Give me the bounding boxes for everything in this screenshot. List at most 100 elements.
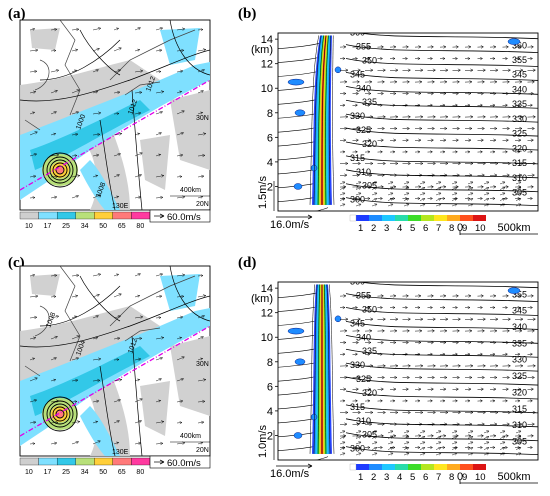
- wind-vector-head: [506, 422, 510, 426]
- wind-vector-head: [480, 399, 483, 403]
- isobar: [39, 39, 121, 81]
- panel-label-d: (d): [238, 255, 257, 271]
- wind-vector-head: [470, 198, 474, 201]
- wind-vector-head: [506, 126, 510, 131]
- wind-vector: [499, 430, 506, 434]
- wind-vector-head: [357, 68, 361, 72]
- wind-vector-head: [32, 442, 36, 446]
- wind-vector-head: [95, 420, 98, 424]
- wind-vector-head: [506, 375, 510, 380]
- wind-vector-head: [480, 306, 483, 310]
- wind-vector-head: [495, 317, 499, 321]
- wind-vector: [355, 436, 362, 439]
- wind-vector-head: [405, 91, 409, 96]
- wind-vector-head: [443, 434, 447, 438]
- wind-vector: [92, 358, 101, 361]
- wind-vector-head: [344, 173, 348, 177]
- wind-vector: [339, 181, 346, 185]
- wind-vector-head: [369, 173, 373, 177]
- wind-vector: [197, 175, 204, 178]
- wind-vector: [515, 203, 522, 207]
- wind-vector-head: [374, 186, 378, 190]
- wind-vector-head: [486, 181, 490, 185]
- wind-vector-head: [33, 420, 37, 425]
- isobar-cyclone: [46, 156, 74, 184]
- wind-vector-head: [380, 150, 383, 154]
- wind-vector: [451, 181, 458, 185]
- wind-vector-head: [116, 195, 119, 199]
- wind-vector-head: [456, 173, 460, 177]
- wind-vector-head: [159, 294, 163, 299]
- wind-vector: [371, 203, 378, 207]
- wind-vector-head: [367, 306, 371, 310]
- wind-vector: [451, 198, 458, 201]
- vertical-velocity-patch: [294, 358, 306, 366]
- colorbar-tick-label: 25: [62, 469, 70, 476]
- wind-vector-head: [202, 294, 207, 298]
- wind-vector: [355, 452, 362, 456]
- wind-vector: [483, 430, 490, 434]
- wind-vector-head: [442, 57, 446, 61]
- wind-vector-head: [158, 132, 162, 136]
- colorbar-swatch: [356, 215, 369, 221]
- wind-vector: [467, 181, 474, 185]
- wind-vector-head: [395, 410, 399, 415]
- wind-vector-head: [380, 45, 384, 49]
- wind-vector-head: [430, 57, 433, 61]
- theta-contour: [345, 72, 538, 81]
- wind-vector: [403, 436, 410, 439]
- wind-vector: [92, 400, 99, 403]
- wind-vector-head: [137, 132, 140, 136]
- wind-vector-head: [468, 45, 472, 49]
- wind-vector-head: [418, 434, 422, 438]
- coastline: [109, 275, 196, 327]
- wind-vector-head: [139, 152, 143, 156]
- wind-vector-head: [470, 186, 474, 190]
- wind-vector-head: [442, 306, 446, 310]
- wind-vector-head: [392, 446, 396, 450]
- wind-vector-head: [382, 68, 386, 72]
- wind-vector: [29, 131, 38, 136]
- wind-vector: [467, 441, 474, 445]
- wind-vector-head: [116, 112, 120, 116]
- colorbar-tick-label: 4: [397, 223, 402, 234]
- wind-vector-head: [75, 111, 79, 115]
- wind-vector: [419, 192, 426, 196]
- wind-vector-head: [53, 295, 57, 299]
- colorbar-tick-label: 7: [436, 472, 441, 483]
- wind-vector-head: [417, 57, 421, 61]
- isobar-cyclone: [49, 159, 71, 181]
- colorbar-swatch: [94, 211, 114, 220]
- wind-vector: [50, 90, 58, 94]
- wind-vector: [467, 447, 474, 450]
- wind-vector-head: [530, 45, 534, 49]
- wind-vector: [134, 295, 140, 298]
- theta-contour: [345, 321, 538, 330]
- wind-vector-head: [382, 317, 386, 321]
- wind-vector: [499, 447, 506, 450]
- wind-vector-head: [374, 430, 378, 434]
- wind-vector: [435, 441, 442, 445]
- wind-vector: [155, 175, 164, 178]
- wind-vector: [387, 181, 394, 185]
- theta-contour-label: 325: [356, 374, 371, 384]
- wind-vector-head: [355, 57, 358, 61]
- column-contour: [326, 284, 331, 454]
- wind-vector-head: [96, 399, 100, 403]
- wind-vector-head: [394, 375, 398, 380]
- wind-vector-head: [181, 48, 185, 53]
- wind-vector-head: [95, 336, 98, 340]
- wind-vector-head: [454, 203, 458, 207]
- wind-vector: [92, 273, 101, 277]
- wind-vector-head: [530, 387, 534, 391]
- wind-vector-head: [517, 57, 521, 61]
- isobar-label: 1012: [127, 338, 139, 355]
- wind-vector-head: [345, 161, 349, 166]
- wind-vector-head: [502, 192, 506, 196]
- wind-vector: [50, 336, 58, 340]
- wind-vector: [371, 430, 378, 434]
- wind-vector-head: [370, 68, 374, 72]
- theta-contour-label: 335: [362, 346, 377, 356]
- wind-vector-head: [470, 317, 474, 321]
- colorbar-swatch: [395, 215, 408, 221]
